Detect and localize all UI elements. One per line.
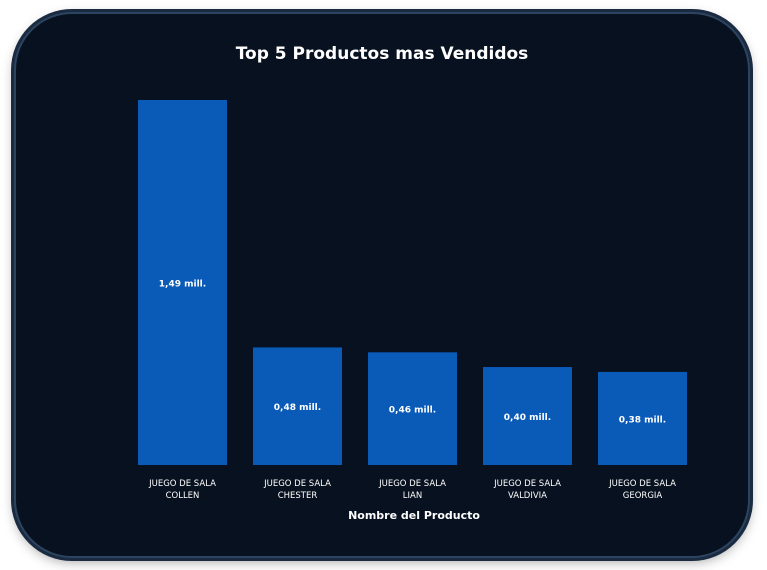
x-tick-label: CHESTER [278,491,318,501]
chart-card: Top 5 Productos mas Vendidos 1,49 mill. 0… [14,12,750,558]
data-label: 0,48 mill. [274,403,321,413]
x-tick-label: VALDIVIA [508,491,547,501]
x-tick-label: JUEGO DE SALA [263,479,331,489]
x-tick-label: JUEGO DE SALA [493,479,561,489]
data-label: 0,38 mill. [619,415,666,425]
bar-chart: 1,49 mill. 0,48 mill. 0,46 mill. 0,40 mill.… [138,100,687,522]
x-tick-label: GEORGIA [623,491,663,501]
chart-title: Top 5 Productos mas Vendidos [235,44,529,64]
bar-georgia[interactable] [598,371,687,465]
bar-lian[interactable] [368,352,457,465]
data-label: 1,49 mill. [159,280,206,290]
bar-valdivia[interactable] [483,367,572,465]
bar-chester[interactable] [253,347,342,465]
x-axis-label: Nombre del Producto [348,509,480,522]
data-label: 0,46 mill. [389,406,436,416]
x-tick-label: LIAN [403,491,422,501]
x-tick-label: JUEGO DE SALA [608,479,676,489]
data-label: 0,40 mill. [504,413,551,423]
bar-collen[interactable] [138,100,227,465]
x-tick-label: COLLEN [166,491,200,501]
x-tick-label: JUEGO DE SALA [148,479,216,489]
x-tick-label: JUEGO DE SALA [378,479,446,489]
